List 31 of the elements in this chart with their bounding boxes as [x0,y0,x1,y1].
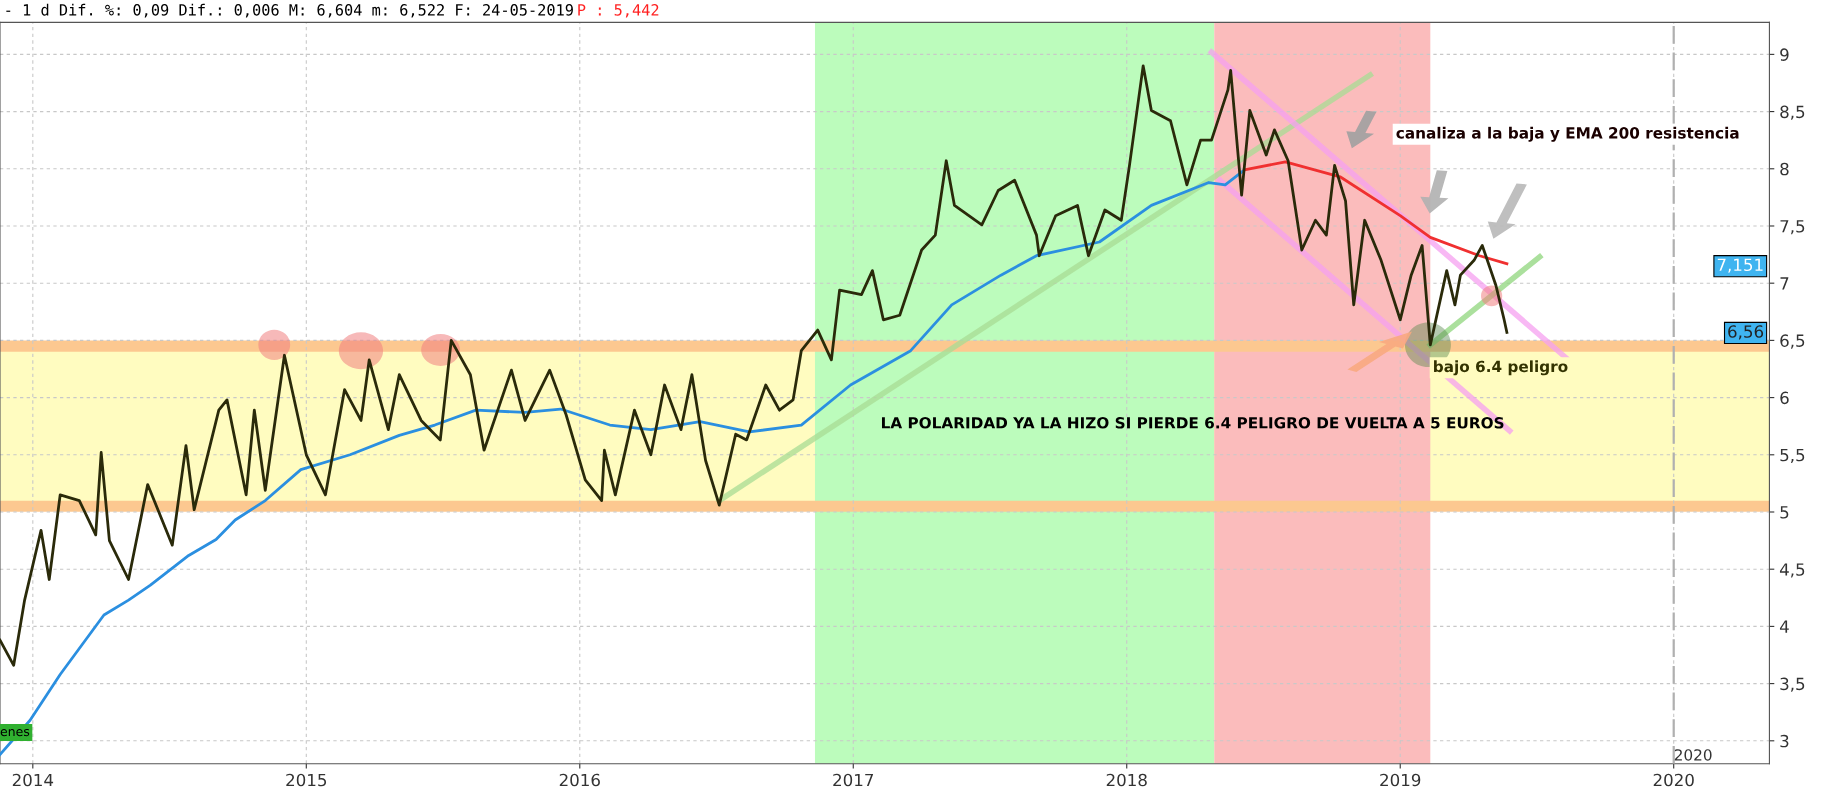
y-tick-label: 6,5 [1780,334,1805,349]
x-tick-label: 2020 [1653,773,1694,787]
annotation: LA POLARIDAD YA LA HIZO SI PIERDE 6.4 PELIGRO DE VUELTA A 5 EUROS [882,417,1504,429]
y-tick-label: 7 [1780,277,1789,290]
annotation: 7,151 [1717,258,1763,273]
y-tick-label: 5,5 [1780,448,1805,464]
y-tick-label: 6 [1780,391,1789,405]
y-tick-label: 7,5 [1780,220,1805,235]
x-tick-label: 2017 [833,773,874,787]
y-tick-label: 4 [1779,620,1789,633]
annotation: 6,56 [1728,325,1764,340]
x-tick-label: 2018 [1106,773,1147,787]
line-series [1242,160,1509,266]
y-tick-label: 8,5 [1780,105,1805,120]
annotation: canaliza a la baja y EMA 200 resistencia [1396,126,1739,142]
y-tick-label: 8 [1780,162,1789,176]
x-tick-label: 2015 [286,773,327,787]
text: P : 5,442 [578,4,659,18]
y-tick-label: 5 [1780,506,1789,519]
y-tick-label: 3 [1780,734,1789,748]
line-series [0,64,1509,667]
x-tick-label: 2014 [12,773,54,787]
y-tick-label: 4,5 [1779,563,1805,578]
y-tick-label: 9 [1780,48,1789,61]
text: - 1 d Dif. %: 0,09 Dif.: 0,006 M: 6,604 m: 6,522 F: 24-05-2019 [6,3,573,18]
y-tick-label: 3,5 [1780,677,1805,692]
x-tick-label: 2016 [559,773,600,787]
x-tick-label: 2019 [1380,773,1421,787]
annotation: enes [0,729,30,737]
ref-line-label: 2020 [1674,749,1712,761]
annotation: bajo 6.4 peligro [1434,360,1568,376]
